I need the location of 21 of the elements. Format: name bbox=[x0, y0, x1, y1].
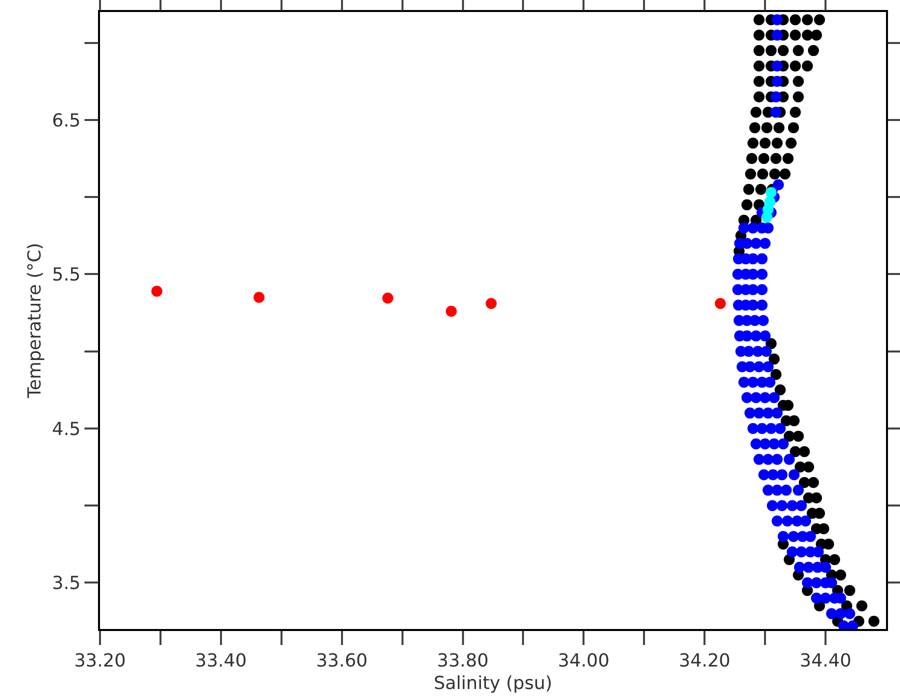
point bbox=[486, 298, 497, 310]
x-axis-title: Salinity (psu) bbox=[434, 672, 552, 694]
y-axis-title: Temperature (°C) bbox=[24, 242, 46, 400]
x-tick-label: 34.00 bbox=[558, 650, 610, 672]
point bbox=[766, 186, 777, 198]
point bbox=[761, 212, 772, 223]
point bbox=[382, 292, 394, 304]
point bbox=[151, 286, 162, 297]
point bbox=[714, 298, 726, 310]
point bbox=[254, 292, 265, 303]
y-tick-label: 6.5 bbox=[52, 110, 81, 132]
x-tick-label: 34.40 bbox=[800, 650, 852, 672]
x-tick-label: 34.20 bbox=[678, 650, 730, 672]
y-tick-label: 3.5 bbox=[52, 573, 81, 594]
x-tick-label: 33.80 bbox=[437, 650, 489, 672]
y-tick-label: 5.5 bbox=[52, 264, 81, 286]
x-tick-label: 33.60 bbox=[316, 650, 368, 672]
point bbox=[446, 306, 457, 317]
x-tick-label: 33.20 bbox=[74, 650, 126, 672]
x-tick-label: 33.40 bbox=[195, 650, 247, 672]
y-tick-label: 4.5 bbox=[52, 418, 81, 440]
